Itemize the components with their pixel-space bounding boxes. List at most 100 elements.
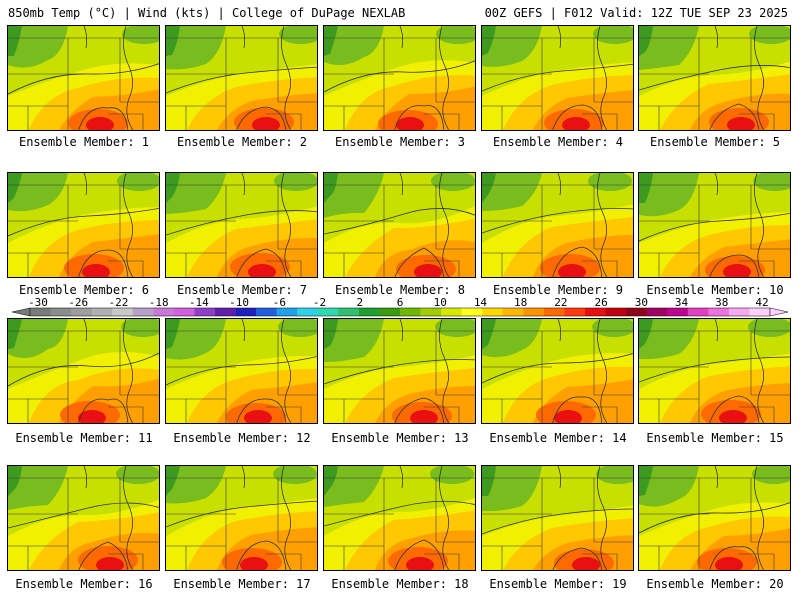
colorbar-swatch [749, 308, 771, 316]
colorbar-swatch [441, 308, 462, 316]
ensemble-member-caption: Ensemble Member: 17 [173, 577, 311, 591]
ensemble-member-caption: Ensemble Member: 14 [489, 431, 627, 445]
colorbar-swatch [564, 308, 586, 316]
ensemble-map-14 [481, 318, 634, 424]
colorbar-tick-label: 30 [635, 296, 648, 309]
colorbar-swatch [461, 308, 483, 316]
colorbar-swatch [420, 308, 442, 316]
colorbar-tick-label: -22 [109, 296, 129, 309]
colorbar-swatch [687, 308, 709, 316]
colorbar-right-arrow [769, 307, 789, 317]
ensemble-member-caption: Ensemble Member: 8 [334, 283, 466, 297]
colorbar-swatch [276, 308, 298, 316]
colorbar-swatch [379, 308, 401, 316]
colorbar-swatch [173, 308, 195, 316]
colorbar-tick-label: 10 [434, 296, 447, 309]
ensemble-member-caption: Ensemble Member: 20 [646, 577, 784, 591]
ensemble-map-5 [638, 25, 791, 131]
ensemble-map-8 [323, 172, 476, 278]
colorbar-tick-label: -18 [149, 296, 169, 309]
colorbar-tick-label: -30 [28, 296, 48, 309]
ensemble-map-3 [323, 25, 476, 131]
ensemble-member-caption: Ensemble Member: 19 [489, 577, 627, 591]
colorbar-tick-label: 2 [356, 296, 363, 309]
colorbar-swatch [605, 308, 627, 316]
colorbar-swatch [502, 308, 524, 316]
ensemble-map-12 [165, 318, 318, 424]
ensemble-member-caption: Ensemble Member: 10 [646, 283, 784, 297]
colorbar-swatch [543, 308, 565, 316]
colorbar-swatch [728, 308, 750, 316]
colorbar-swatch [482, 308, 504, 316]
ensemble-member-caption: Ensemble Member: 11 [15, 431, 153, 445]
colorbar-tick-label: 22 [554, 296, 567, 309]
colorbar-swatch [132, 308, 154, 316]
ensemble-map-13 [323, 318, 476, 424]
ensemble-map-19 [481, 465, 634, 571]
ensemble-member-caption: Ensemble Member: 3 [334, 135, 466, 149]
ensemble-member-caption: Ensemble Member: 4 [492, 135, 624, 149]
temperature-colorbar: -30 -26 -22 -18 -14 -10 -6 -2 2 6 10 14 18 22 26 30 34 38… [11, 296, 789, 317]
ensemble-member-caption: Ensemble Member: 13 [331, 431, 469, 445]
colorbar-swatch [71, 308, 92, 316]
ensemble-map-15 [638, 318, 791, 424]
colorbar-tick-label: 42 [755, 296, 768, 309]
colorbar-tick-label: -14 [189, 296, 209, 309]
ensemble-map-4 [481, 25, 634, 131]
ensemble-member-caption: Ensemble Member: 1 [18, 135, 150, 149]
map-title: 850mb Temp (°C) | Wind (kts) | College o… [8, 6, 406, 20]
colorbar-tick-label: -10 [229, 296, 249, 309]
ensemble-map-2 [165, 25, 318, 131]
colorbar-swatch [585, 308, 606, 316]
ensemble-member-caption: Ensemble Member: 16 [15, 577, 153, 591]
colorbar-swatch [91, 308, 113, 316]
ensemble-map-18 [323, 465, 476, 571]
ensemble-map-16 [7, 465, 160, 571]
colorbar-swatch [153, 308, 175, 316]
colorbar-swatch [317, 308, 339, 316]
ensemble-member-caption: Ensemble Member: 2 [176, 135, 308, 149]
colorbar-swatch [358, 308, 380, 316]
colorbar-tick-label: -2 [313, 296, 326, 309]
ensemble-member-caption: Ensemble Member: 7 [176, 283, 308, 297]
ensemble-map-11 [7, 318, 160, 424]
colorbar-swatch [626, 308, 647, 316]
ensemble-member-caption: Ensemble Member: 18 [331, 577, 469, 591]
ensemble-map-9 [481, 172, 634, 278]
ensemble-map-17 [165, 465, 318, 571]
ensemble-map-6 [7, 172, 160, 278]
colorbar-tick-label: 14 [474, 296, 488, 309]
ensemble-member-caption: Ensemble Member: 9 [492, 283, 624, 297]
colorbar-swatch [30, 308, 51, 316]
ensemble-member-caption: Ensemble Member: 12 [173, 431, 311, 445]
colorbar-swatch [256, 308, 277, 316]
colorbar-swatch [646, 308, 668, 316]
ensemble-member-caption: Ensemble Member: 5 [649, 135, 781, 149]
colorbar-swatch [194, 308, 216, 316]
colorbar-tick-label: 38 [715, 296, 728, 309]
colorbar-tick-label: 18 [514, 296, 527, 309]
ensemble-member-caption: Ensemble Member: 15 [646, 431, 784, 445]
colorbar-swatch [112, 308, 134, 316]
ensemble-map-20 [638, 465, 791, 571]
colorbar-swatch [338, 308, 360, 316]
colorbar-swatch [400, 308, 421, 316]
colorbar-swatch [708, 308, 730, 316]
colorbar-swatch [667, 308, 689, 316]
colorbar-swatch [235, 308, 257, 316]
colorbar-tick-label: 6 [397, 296, 404, 309]
run-valid-time: 00Z GEFS | F012 Valid: 12Z TUE SEP 23 20… [484, 6, 788, 20]
colorbar-swatch [523, 308, 545, 316]
colorbar-swatch [297, 308, 319, 316]
colorbar-left-arrow [11, 307, 31, 317]
ensemble-map-7 [165, 172, 318, 278]
colorbar-tick-label: 34 [675, 296, 689, 309]
colorbar-tick-label: 26 [594, 296, 607, 309]
colorbar-tick-label: -6 [273, 296, 286, 309]
colorbar-swatch [50, 308, 72, 316]
ensemble-member-caption: Ensemble Member: 6 [18, 283, 150, 297]
colorbar-tick-label: -26 [68, 296, 88, 309]
colorbar-swatch [215, 308, 236, 316]
ensemble-map-10 [638, 172, 791, 278]
ensemble-map-1 [7, 25, 160, 131]
